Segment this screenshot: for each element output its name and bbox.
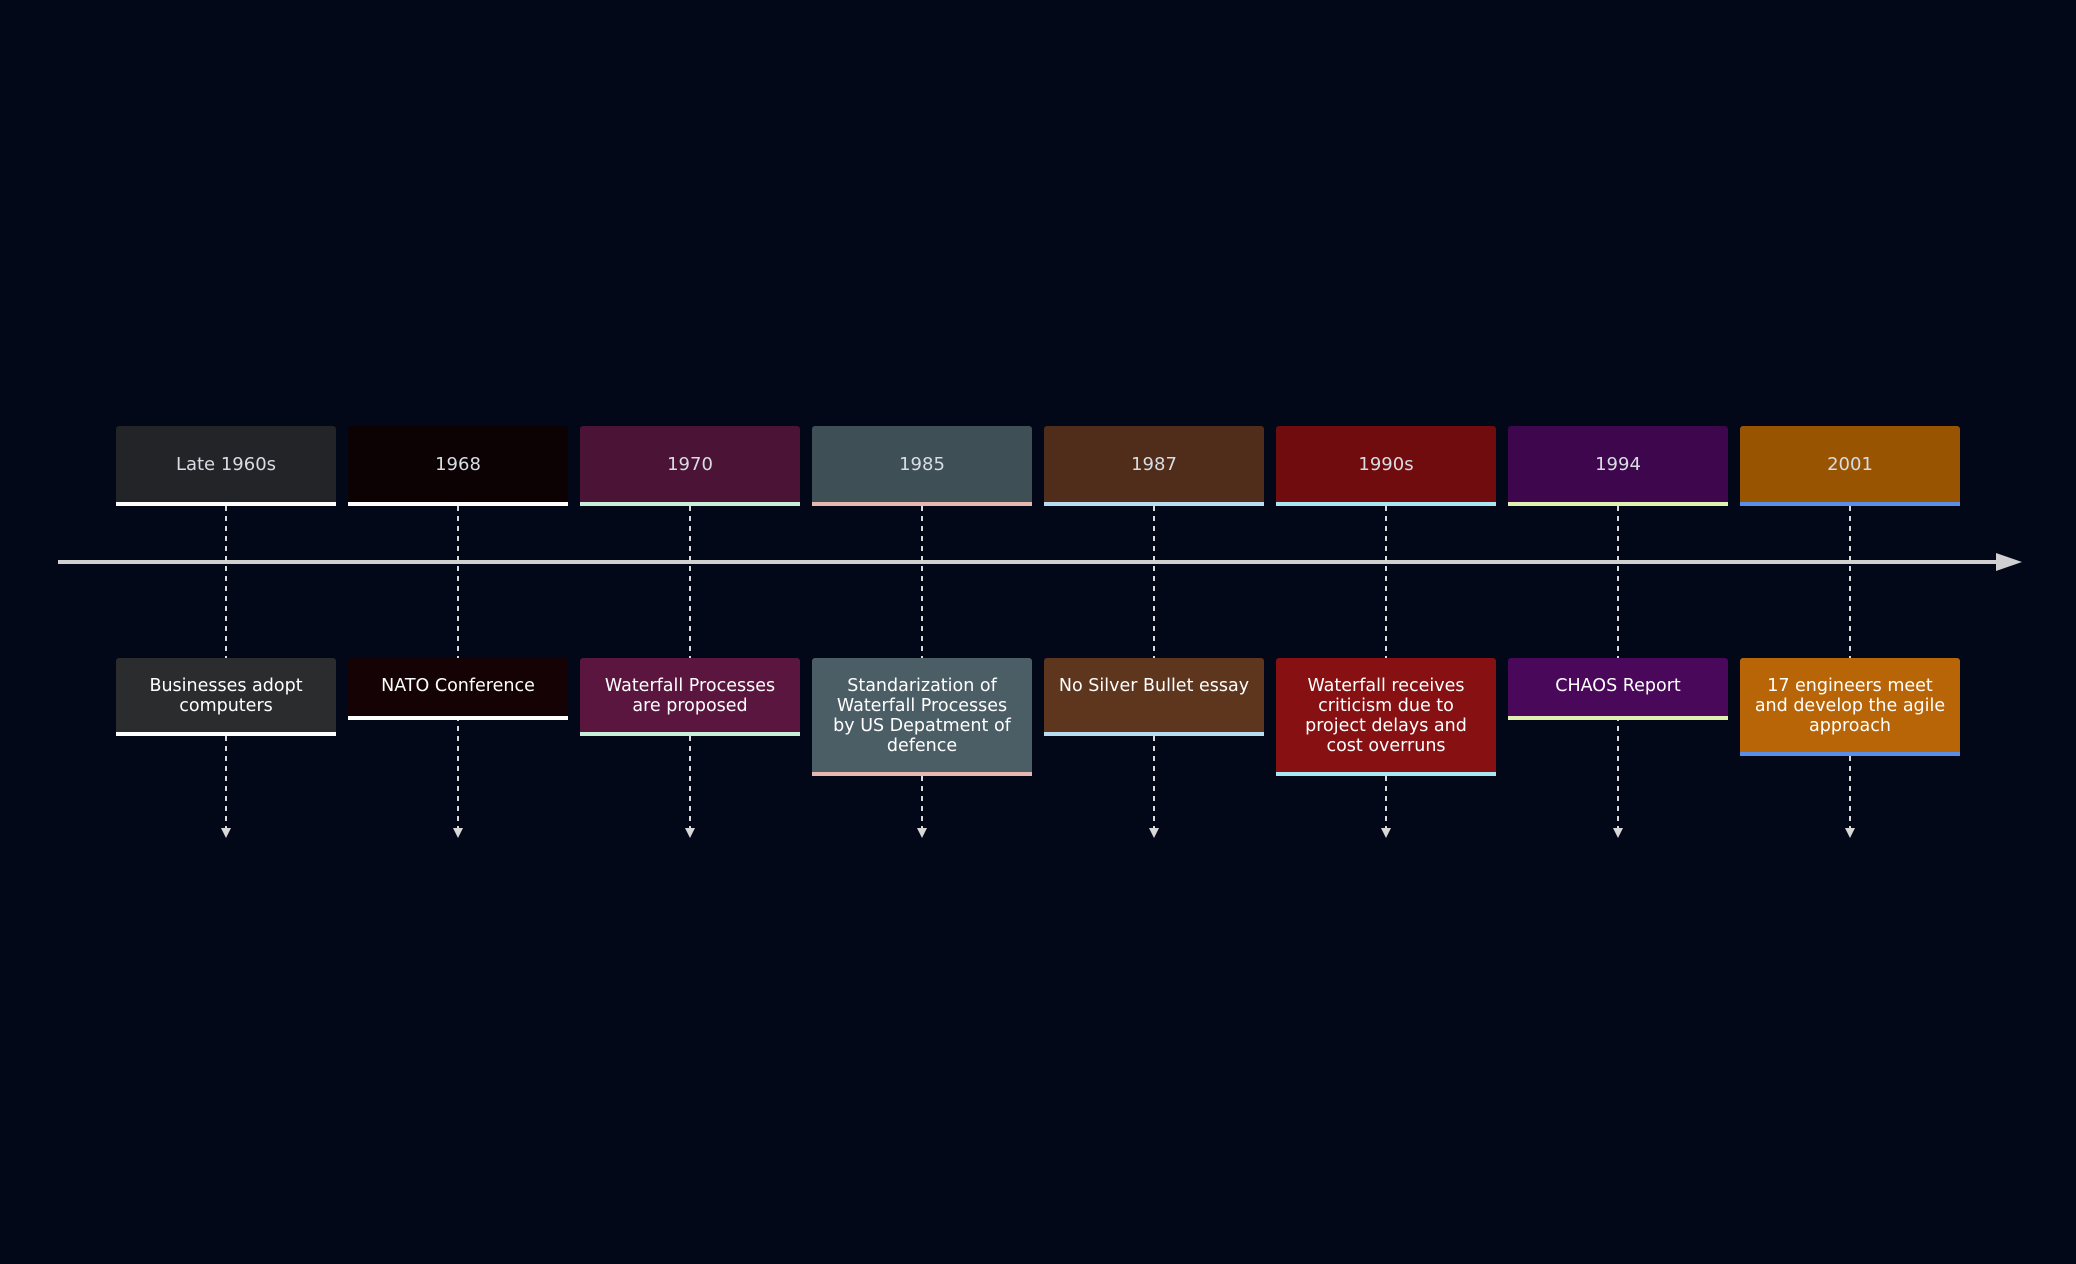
connector-arrowhead — [1613, 828, 1623, 838]
period-label: 1968 — [435, 453, 481, 475]
event-box: Standarization of Waterfall Processes by… — [812, 658, 1032, 776]
timeline-axis-arrowhead — [1996, 553, 2022, 571]
period-label: Late 1960s — [175, 453, 277, 475]
connector-arrowhead — [1845, 828, 1855, 838]
event-label: No Silver Bullet essay — [1058, 676, 1250, 696]
event-box: CHAOS Report — [1508, 658, 1728, 720]
event-box: Businesses adopt computers — [116, 658, 336, 736]
connector-arrowhead — [1381, 828, 1391, 838]
event-label: Waterfall Processes are proposed — [604, 676, 776, 716]
period-box: 2001 — [1740, 426, 1960, 506]
connector-arrowhead — [453, 828, 463, 838]
period-label: 1970 — [667, 453, 713, 475]
event-label: CHAOS Report — [1555, 676, 1681, 696]
event-label: Standarization of Waterfall Processes by… — [833, 676, 1011, 756]
event-box: Waterfall Processes are proposed — [580, 658, 800, 736]
event-label: Businesses adopt computers — [149, 676, 303, 716]
period-label: 1994 — [1595, 453, 1641, 475]
event-label: NATO Conference — [381, 676, 535, 696]
event-box: 17 engineers meet and develop the agile … — [1740, 658, 1960, 756]
event-label: Waterfall receives criticism due to proj… — [1305, 676, 1467, 756]
period-label: 1987 — [1131, 453, 1177, 475]
event-box: No Silver Bullet essay — [1044, 658, 1264, 736]
period-label: 1985 — [899, 453, 945, 475]
event-label: 17 engineers meet and develop the agile … — [1754, 676, 1946, 736]
period-box: 1968 — [348, 426, 568, 506]
connector-arrowhead — [221, 828, 231, 838]
event-box: Waterfall receives criticism due to proj… — [1276, 658, 1496, 776]
event-box: NATO Conference — [348, 658, 568, 720]
period-box: 1990s — [1276, 426, 1496, 506]
connector-arrowhead — [917, 828, 927, 838]
connector-arrowhead — [1149, 828, 1159, 838]
period-box: 1994 — [1508, 426, 1728, 506]
period-box: 1970 — [580, 426, 800, 506]
period-box: 1985 — [812, 426, 1032, 506]
period-label: 2001 — [1827, 453, 1873, 475]
period-box: 1987 — [1044, 426, 1264, 506]
period-box: Late 1960s — [116, 426, 336, 506]
connector-arrowhead — [685, 828, 695, 838]
period-label: 1990s — [1358, 453, 1414, 475]
